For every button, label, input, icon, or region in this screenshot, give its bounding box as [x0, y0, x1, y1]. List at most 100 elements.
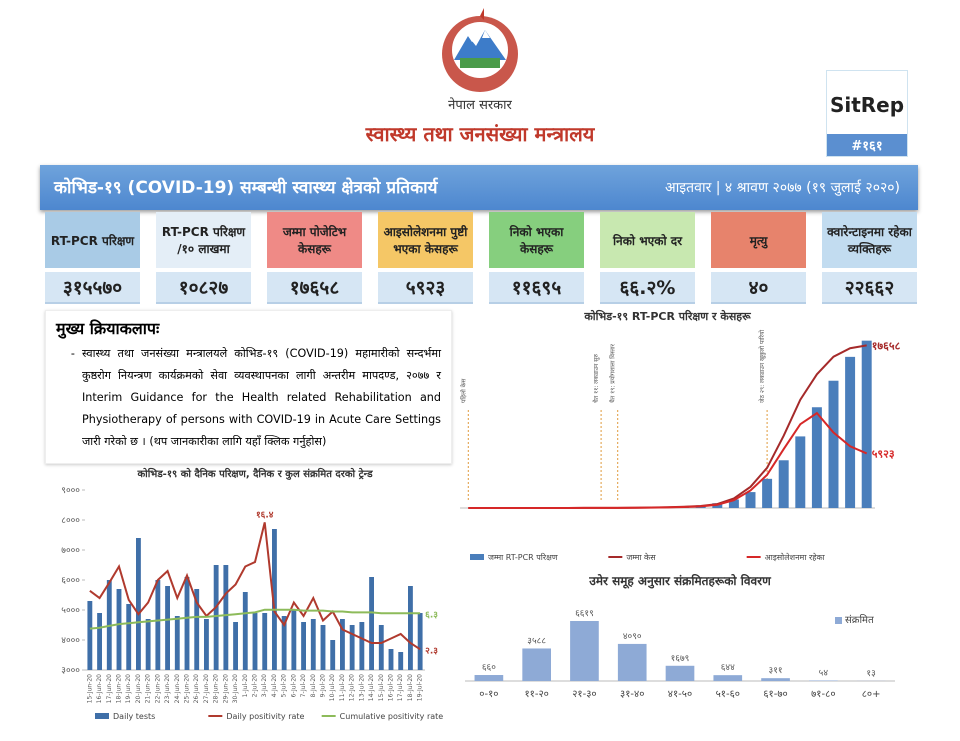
value-label: ४०९०: [623, 632, 642, 642]
bar: [417, 613, 423, 670]
x-tick-label: २१-३०: [572, 689, 596, 700]
stat-value: २२६६२: [822, 272, 917, 304]
bar: [359, 622, 365, 670]
x-tick-label: 21-Jun-20: [145, 674, 152, 703]
annotation: जेठ २९: लकडाउन खुकुलो पारियो: [758, 330, 766, 403]
x-tick-label: 15-Jun-20: [86, 674, 93, 703]
bar: [174, 616, 180, 670]
line: [89, 608, 421, 630]
x-tick-label: 26-Jun-20: [193, 674, 200, 703]
x-tick-label: 19-Jul-20: [417, 674, 424, 701]
y-tick-label: ३०००: [61, 666, 80, 676]
age-chart: उमेर समूह अनुसार संक्रमितहरूको विवरण ०-१०…: [465, 574, 895, 700]
stat-tile: जम्मा पोजेटिभ केसहरू १७६५८: [267, 212, 362, 304]
tests-cases-chart: कोभिड-१९ RT-PCR परिक्षण र केसहरू पहिलो के…: [459, 309, 900, 562]
x-tick-label: 28-Jun-20: [213, 674, 220, 703]
x-tick-label: ०-१०: [479, 689, 498, 700]
bar: [745, 492, 756, 508]
y-tick-label: ८०००: [61, 516, 80, 526]
banner: कोभिड-१९ (COVID-19) सम्बन्धी स्वास्थ्य क…: [40, 165, 918, 210]
bar: [408, 586, 413, 670]
stat-label: मृत्यु: [711, 212, 806, 268]
stat-label: RT-PCR परिक्षण: [45, 212, 140, 268]
line: [89, 522, 421, 651]
bar: [728, 499, 739, 508]
stat-tile: RT-PCR परिक्षण ३१५५७०: [45, 212, 140, 304]
x-tick-label: ७१-८०: [811, 689, 835, 700]
x-tick-label: 17-Jun-20: [106, 674, 113, 703]
x-tick-label: ८०+: [862, 689, 881, 700]
legend-label: आइसोलेशनमा रहेका: [765, 552, 826, 562]
value-label: १३: [866, 669, 875, 679]
stat-label: निको भएको दर: [600, 212, 695, 268]
emblem: [442, 8, 518, 92]
x-tick-label: 4-Jul-20: [271, 674, 278, 698]
x-tick-label: 15-Jul-20: [378, 674, 385, 701]
y-tick-label: ७०००: [61, 546, 80, 556]
x-tick-label: ५१-६०: [716, 689, 740, 700]
bar: [522, 648, 551, 681]
x-tick-label: 14-Jul-20: [368, 674, 375, 701]
chart-title: उमेर समूह अनुसार संक्रमितहरूको विवरण: [588, 574, 772, 589]
stat-tile: क्वारेन्टाइनमा रहेका व्यक्तिहरू २२६६२: [822, 212, 917, 304]
banner-title: कोभिड-१९ (COVID-19) सम्बन्धी स्वास्थ्य क…: [54, 178, 438, 198]
sitrep-badge: SitRep #१६१: [826, 70, 908, 157]
x-tick-label: 18-Jul-20: [407, 674, 414, 701]
x-tick-label: 25-Jun-20: [184, 674, 191, 703]
legend-label: Cumulative positivity rate: [340, 712, 444, 721]
sitrep-number: #१६१: [827, 134, 907, 156]
x-tick-label: 9-Jul-20: [320, 674, 327, 698]
x-tick-label: 7-Jul-20: [300, 674, 307, 698]
bar: [242, 592, 248, 670]
x-tick-label: 24-Jun-20: [174, 674, 181, 703]
x-tick-label: 16-Jun-20: [96, 674, 103, 703]
value-label: ३११: [769, 666, 783, 676]
bar: [155, 580, 161, 670]
ministry-name: स्वास्थ्य तथा जनसंख्या मन्त्रालय: [365, 122, 595, 146]
bar: [845, 356, 856, 508]
chart-title: कोभिड-१९ को दैनिक परिक्षण, दैनिक र कुल स…: [136, 467, 373, 480]
x-tick-label: ६१-७०: [763, 689, 787, 700]
stat-value: १०८२७: [156, 272, 251, 304]
bar: [828, 380, 839, 508]
x-tick-label: 5-Jul-20: [281, 674, 288, 698]
x-tick-label: 1-Jul-20: [242, 674, 249, 698]
y-tick-label: ९०००: [61, 486, 80, 496]
x-tick-label: 27-Jun-20: [203, 674, 210, 703]
value-label: ६४४: [721, 663, 735, 673]
bar: [340, 619, 345, 670]
stat-tile: RT-PCR परिक्षण /१० लाखमा १०८२७: [156, 212, 251, 304]
annotation: चैत १९: प्रयोगशाला विस्तार: [609, 344, 617, 403]
stat-value: १७६५८: [267, 272, 362, 304]
bar: [262, 613, 268, 670]
sitrep-label: SitRep: [829, 93, 905, 117]
bar: [165, 586, 170, 670]
bar: [713, 675, 743, 681]
bar: [474, 675, 504, 681]
stat-label: जम्मा पोजेटिभ केसहरू: [267, 212, 362, 268]
bar: [252, 613, 258, 670]
stat-value: ४०: [711, 272, 806, 304]
x-tick-label: 8-Jul-20: [310, 674, 317, 698]
bar: [570, 620, 599, 681]
bar: [204, 619, 209, 670]
value-label: ३५८८: [527, 636, 546, 646]
y-tick-label: ४०००: [61, 636, 80, 646]
value-label: ६६०: [482, 663, 496, 673]
legend-label: Daily positivity rate: [226, 712, 304, 721]
x-tick-label: 13-Jul-20: [358, 674, 365, 701]
annotation: चैत ११: लकडाउन सुरु: [592, 354, 600, 403]
banner-date: आइतवार | ४ श्रावण २०७७ (१९ जुलाई २०२०): [665, 180, 900, 196]
line: [468, 411, 868, 509]
bar: [378, 625, 384, 670]
activities: मुख्य क्रियाकलापः स्वास्थ्य तथा जनसंख्या…: [45, 310, 452, 464]
bar: [116, 589, 122, 670]
bar: [233, 622, 238, 670]
bar: [272, 529, 277, 670]
x-tick-label: 6-Jul-20: [290, 674, 297, 698]
legend-label: Daily tests: [113, 712, 155, 721]
x-tick-label: ११-२०: [524, 689, 548, 700]
value-label: १६७९: [671, 654, 690, 664]
y-tick-label: ६०००: [61, 576, 80, 586]
